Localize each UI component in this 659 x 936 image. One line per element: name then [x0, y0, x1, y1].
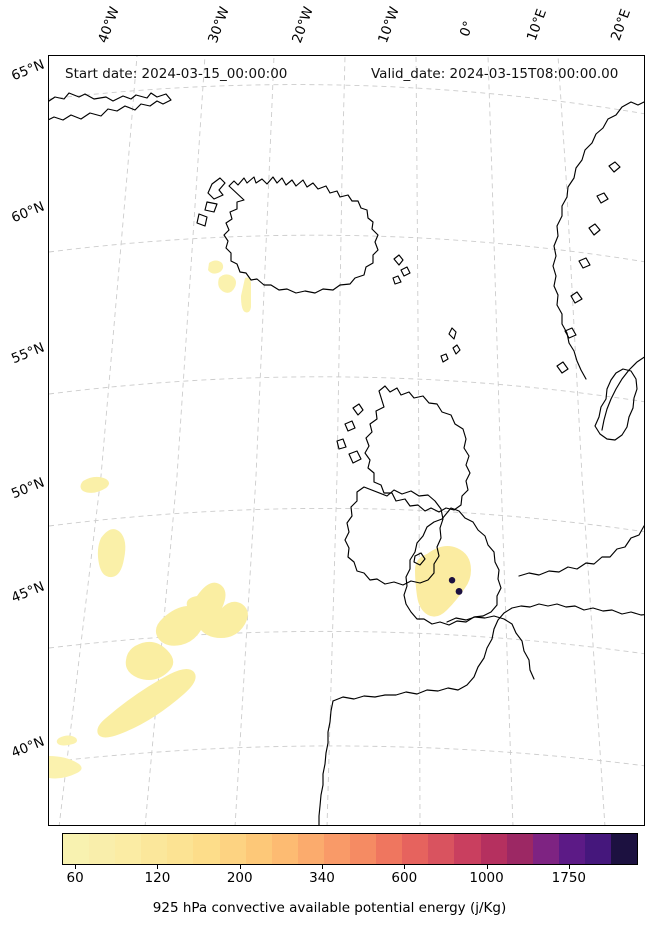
cape-region-brittany-nw-france-patch: [415, 546, 471, 617]
colorbar-segment-5: [193, 834, 220, 864]
colorbar-segment-14: [428, 834, 455, 864]
coastline-france-iberia: [332, 603, 644, 702]
lon-tick-label-10W: 10°W: [375, 4, 403, 46]
coastline-ireland: [344, 486, 444, 586]
coastline-greenland: [49, 92, 172, 121]
colorbar-segment-16: [480, 834, 507, 864]
colorbar-tick-120: [157, 865, 159, 869]
colorbar-segment-20: [584, 834, 611, 864]
lon-tick-label-0: 0°: [456, 18, 478, 39]
cape-region-brittany-core-point-b: [455, 588, 463, 595]
coastline-england-wales: [403, 507, 502, 626]
colorbar-segment-7: [245, 834, 272, 864]
coastline-baltic-sweden: [601, 356, 644, 431]
cape-region-north-atlantic-sliver: [241, 277, 251, 313]
coastline-shetland-orkney: [440, 327, 461, 363]
colorbar-tick-200: [239, 865, 241, 869]
coastline-denmark-jutland: [594, 368, 638, 441]
colorbar-segment-11: [350, 834, 377, 864]
colorbar-title: 925 hPa convective available potential e…: [152, 900, 507, 916]
coastline-faroe-islands: [392, 254, 411, 285]
cape-region-brittany-core-point-a: [448, 577, 456, 584]
colorbar-tick-label-340: 340: [309, 870, 335, 886]
colorbar-gradient: [62, 833, 638, 865]
lat-tick-label-65N: 65°N: [9, 56, 47, 85]
lon-tick-label-30W: 30°W: [205, 4, 233, 46]
colorbar-tick-row: 60 120 200 340 600 1000 1750: [62, 865, 638, 887]
colorbar-segment-17: [506, 834, 533, 864]
colorbar-tick-340: [322, 865, 323, 869]
colorbar-tick-label-1000: 1000: [469, 870, 504, 886]
cape-region-mid-atlantic-edge-40N-40W: [49, 756, 82, 779]
lon-tick-label-20W: 20°W: [289, 4, 317, 46]
lat-tick-label-40N: 40°N: [9, 733, 47, 762]
coastline-brittany: [446, 615, 535, 680]
colorbar-segment-3: [141, 834, 168, 864]
lon-tick-label-20E: 20°E: [607, 6, 635, 43]
colorbar[interactable]: [62, 833, 638, 865]
lat-tick-label-45N: 45°N: [9, 578, 47, 607]
lat-tick-label-50N: 50°N: [9, 474, 47, 503]
coastline-nw-europe: [518, 525, 644, 577]
colorbar-tick-60: [75, 865, 77, 869]
cape-region-mid-atlantic-patch-48N-36W: [97, 529, 126, 578]
cape-region-mid-atlantic-patch-50N-38W: [80, 476, 109, 493]
colorbar-segment-10: [323, 834, 351, 864]
graticule-gridlines: [49, 56, 644, 825]
map-graphic: [49, 56, 644, 825]
colorbar-tick-1750: [568, 865, 570, 869]
colorbar-tick-label-120: 120: [144, 870, 171, 886]
coastline-iberia-south: [318, 700, 334, 825]
cape-region-north-atlantic-patch-57N-32W: [208, 260, 224, 274]
colorbar-tick-label-200: 200: [226, 870, 253, 886]
colorbar-segment-21: [610, 834, 638, 864]
colorbar-tick-1000: [486, 865, 488, 869]
colorbar-segment-1: [89, 834, 116, 864]
colorbar-tick-label-600: 600: [391, 870, 418, 886]
colorbar-segment-19: [558, 834, 585, 864]
lon-tick-label-10E: 10°E: [523, 6, 551, 43]
lat-tick-label-55N: 55°N: [9, 339, 47, 368]
cape-region-mid-atlantic-speck-41N-38W: [56, 735, 77, 746]
colorbar-segment-12: [376, 834, 403, 864]
colorbar-tick-label-1750: 1750: [551, 870, 587, 886]
cape-region-mid-atlantic-band-43N-33W: [97, 668, 196, 738]
colorbar-segment-0: [63, 834, 90, 864]
lon-tick-label-40W: 40°W: [95, 4, 123, 46]
start-date-annotation: Start date: 2024-03-15_00:00:00: [65, 66, 288, 82]
coastline-iceland: [196, 176, 379, 294]
colorbar-segment-18: [532, 834, 559, 864]
colorbar-segment-15: [454, 834, 481, 864]
coastline-norway-fjords: [556, 161, 621, 374]
cape-contour-fills: [49, 260, 471, 779]
cape-region-north-atlantic-patch-56N-28W: [218, 274, 236, 293]
colorbar-segment-8: [271, 834, 298, 864]
colorbar-segment-13: [402, 834, 429, 864]
colorbar-segment-4: [167, 834, 194, 864]
map-plot-area[interactable]: Start date: 2024-03-15_00:00:00 Valid_da…: [48, 55, 645, 826]
colorbar-segment-9: [297, 834, 324, 864]
cape-region-mid-atlantic-cluster-lobe: [125, 641, 174, 680]
valid-date-annotation: Valid_date: 2024-03-15T08:00:00.00: [371, 66, 619, 82]
colorbar-tick-label-60: 60: [66, 870, 84, 886]
lat-tick-label-60N: 60°N: [9, 198, 47, 227]
colorbar-segment-6: [219, 834, 246, 864]
colorbar-segment-2: [115, 834, 142, 864]
coastline-scandinavia: [552, 101, 644, 380]
coastlines: [49, 92, 644, 825]
colorbar-tick-600: [404, 865, 406, 869]
cape-region-mid-atlantic-cluster-47N-33W: [155, 582, 248, 646]
